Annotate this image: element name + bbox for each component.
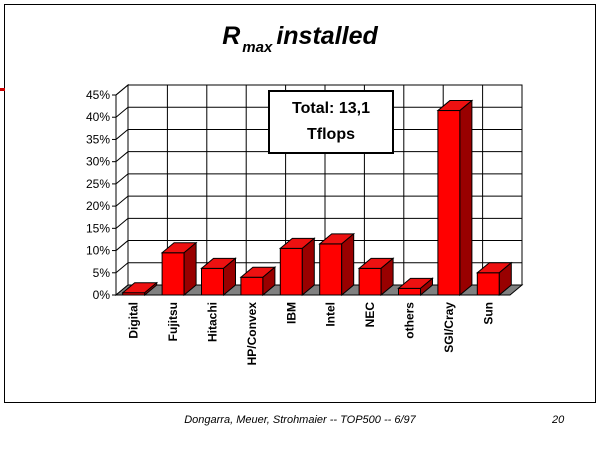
chart-bars	[121, 99, 513, 297]
x-category-label: others	[403, 302, 417, 339]
bar	[397, 277, 434, 297]
bar-front	[201, 267, 224, 296]
bar-front	[437, 110, 461, 296]
x-category-label: NEC	[363, 302, 377, 328]
total-annotation-line1: Total: 13,1	[292, 100, 370, 117]
page-number: 20	[552, 414, 565, 426]
y-tick-label: 0%	[93, 288, 111, 302]
gridline	[115, 84, 522, 96]
x-axis-labels: Digital Fujitsu Hitachi HP/Convex IBM Intel NE…	[127, 302, 496, 366]
x-category-label: SGI/Cray	[442, 302, 456, 353]
bar-side	[144, 281, 158, 297]
bar-side	[183, 241, 197, 297]
bar-side	[380, 257, 394, 297]
footer-credit: Dongarra, Meuer, Strohmaier -- TOP500 --…	[184, 414, 416, 426]
bar-front	[398, 287, 421, 296]
bar-front	[279, 247, 303, 296]
gridline	[115, 217, 522, 229]
y-tick-label: 20%	[86, 199, 110, 213]
y-tick-label: 25%	[86, 177, 110, 191]
x-category-label: Sun	[481, 302, 495, 325]
title-rest: installed	[276, 22, 378, 50]
x-category-label: IBM	[284, 302, 298, 324]
bar-front	[358, 267, 382, 296]
bar-front	[161, 252, 185, 296]
bar	[200, 257, 237, 297]
x-category-label: HP/Convex	[245, 302, 259, 366]
gridline	[115, 195, 522, 207]
bar	[278, 237, 316, 297]
bar-side	[420, 277, 433, 297]
gridline	[115, 173, 522, 185]
title-main: R	[222, 22, 241, 50]
slide-edge-marker	[0, 88, 5, 91]
bar-side	[459, 99, 473, 297]
bar-side	[223, 257, 236, 297]
total-annotation-box: Total: 13,1 Tflops	[268, 90, 394, 154]
bar	[436, 99, 474, 297]
bar	[121, 281, 159, 297]
bar-side	[341, 232, 355, 297]
bar	[318, 232, 356, 297]
x-category-label: Fujitsu	[166, 302, 180, 341]
bar-side	[498, 261, 512, 297]
y-tick-label: 15%	[86, 221, 110, 235]
x-category-label: Intel	[324, 302, 338, 327]
bar-front	[319, 243, 343, 296]
y-tick-label: 35%	[86, 132, 110, 146]
bar-front	[240, 276, 264, 296]
y-tick-label: 5%	[93, 266, 111, 280]
x-category-label: Digital	[127, 302, 141, 339]
chart-side-wall	[115, 83, 129, 297]
y-tick-label: 40%	[86, 110, 110, 124]
gridline	[115, 240, 522, 251]
bar	[357, 257, 395, 297]
bar	[239, 266, 277, 297]
bar-side	[301, 237, 315, 297]
y-tick-label: 45%	[86, 88, 110, 102]
bar	[160, 241, 198, 297]
y-tick-label: 10%	[86, 244, 110, 258]
bar-front	[476, 272, 500, 296]
bar	[475, 261, 513, 297]
title-subscript: max	[242, 39, 273, 56]
y-axis-ticks: 0% 5% 10% 15% 20% 25% 30% 35% 40% 45%	[86, 88, 117, 302]
x-category-label: Hitachi	[206, 302, 220, 342]
total-annotation-line2: Tflops	[307, 126, 355, 143]
bar-side	[262, 266, 276, 297]
y-tick-label: 30%	[86, 155, 110, 169]
